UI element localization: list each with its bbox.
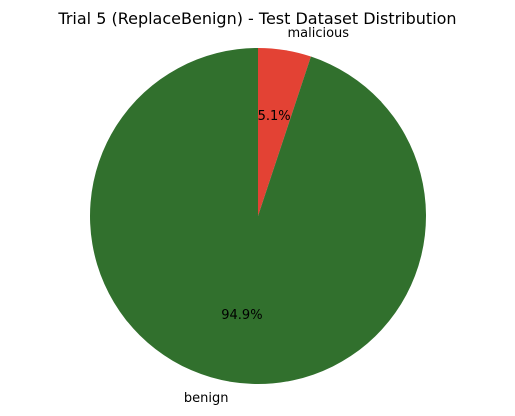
slice-label-malicious: malicious — [287, 26, 349, 41]
slice-label-benign: benign — [184, 391, 229, 406]
slice-pct-malicious: 5.1% — [258, 109, 291, 124]
pie-labels: malicious 5.1% benign 94.9% — [184, 26, 349, 406]
pie-slices — [89, 48, 427, 385]
pie-slice-malicious — [258, 48, 311, 216]
slice-pct-benign: 94.9% — [221, 308, 262, 323]
pie-slice-benign — [89, 48, 427, 385]
chart-title: Trial 5 (ReplaceBenign) - Test Dataset D… — [57, 9, 456, 28]
